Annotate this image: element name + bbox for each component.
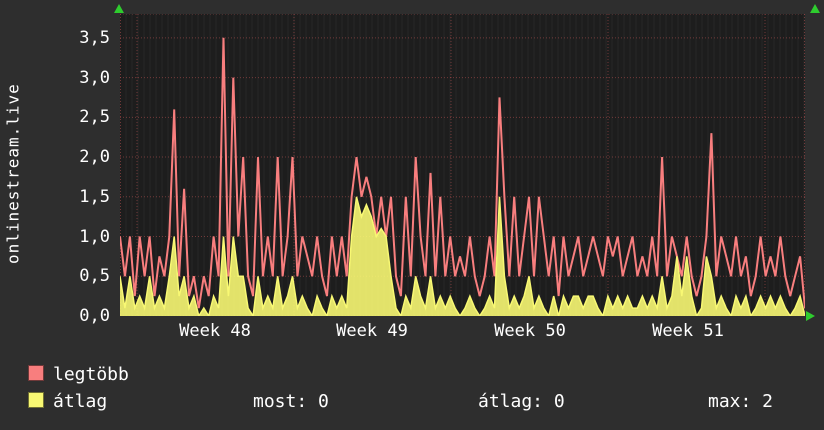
atlag-series-area	[120, 196, 805, 316]
y-tick-label: 2,5	[79, 107, 110, 128]
atlag-series-line	[120, 196, 805, 316]
y-tick-label: 1,0	[79, 226, 110, 247]
x-tick-label: Week 51	[652, 321, 724, 341]
stat-max: max: 2	[708, 391, 774, 412]
y-tick-label: 2,0	[79, 147, 110, 168]
legend-row-atlag: átlag	[28, 392, 107, 412]
y-tick-label: 1,5	[79, 186, 110, 207]
chart-canvas	[120, 14, 805, 316]
y-tick-label: 0,5	[79, 266, 110, 287]
x-tick-label: Week 48	[179, 321, 251, 341]
y-tick-label: 3,5	[79, 27, 110, 48]
stat-atlag: átlag: 0	[478, 391, 565, 412]
plot-corner-arrow-icon	[810, 4, 820, 13]
x-axis-arrow-icon	[806, 311, 815, 321]
y-tick-label: 3,0	[79, 67, 110, 88]
stat-most: most: 0	[253, 391, 329, 412]
legend-label-atlag: átlag	[53, 391, 108, 412]
legtobb-series-line	[120, 37, 805, 309]
legend-label-legtobb: legtöbb	[53, 364, 129, 385]
plot-area	[120, 14, 805, 316]
legtobb-swatch-icon	[28, 365, 44, 381]
atlag-swatch-icon	[28, 392, 44, 408]
x-tick-label: Week 49	[336, 321, 408, 341]
legend-row-legtobb: legtöbb	[28, 365, 129, 385]
y-tick-label: 0,0	[79, 306, 110, 326]
x-tick-label: Week 50	[494, 321, 566, 341]
y-axis-arrow-icon	[114, 4, 124, 13]
